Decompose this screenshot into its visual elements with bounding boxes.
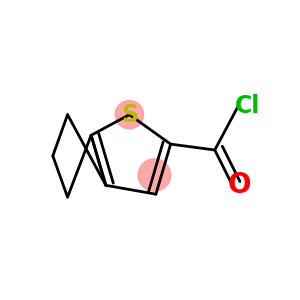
Text: S: S <box>121 103 138 127</box>
Text: Cl: Cl <box>235 94 260 118</box>
Circle shape <box>115 100 143 129</box>
Text: O: O <box>228 171 252 199</box>
Circle shape <box>138 159 171 191</box>
